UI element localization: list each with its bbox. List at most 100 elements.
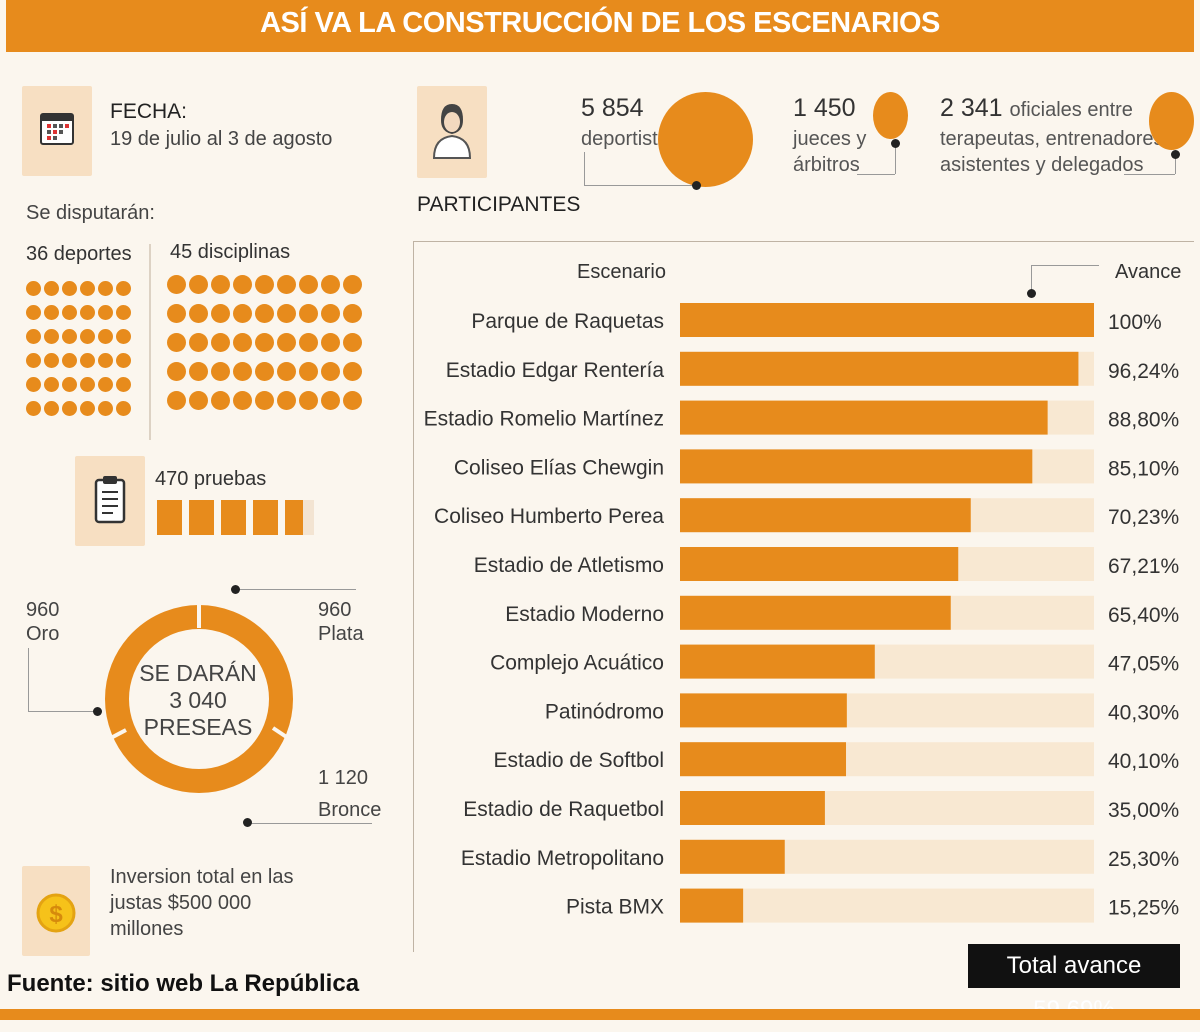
dot: [62, 329, 77, 344]
value-label: 40,10%: [1108, 750, 1179, 773]
dot: [189, 304, 208, 323]
dot: [277, 391, 296, 410]
dot: [44, 401, 59, 416]
bronce-leader: [248, 823, 372, 824]
bar: [680, 449, 1033, 484]
source-note: Fuente: sitio web La República: [7, 970, 360, 997]
dot: [116, 281, 131, 296]
oficiales-dot: [1171, 150, 1180, 159]
main-title: ASÍ VA LA CONSTRUCCIÓN DE LOS ESCENARIOS: [6, 0, 1194, 52]
dot: [321, 391, 340, 410]
dot: [80, 281, 95, 296]
value-label: 67,21%: [1108, 555, 1179, 578]
jueces-leader: [895, 143, 896, 174]
dot: [62, 401, 77, 416]
category-label: Estadio de Raquetbol: [463, 798, 664, 821]
deportistas-dot: [692, 181, 701, 190]
avance-leader: [1031, 265, 1032, 292]
dot: [62, 353, 77, 368]
plata-leader: [236, 589, 356, 590]
bar: [680, 693, 847, 728]
deportistas-circle: [658, 92, 753, 187]
bar: [680, 498, 971, 533]
category-label: Estadio Moderno: [505, 603, 664, 626]
dot: [343, 362, 362, 381]
vertical-divider: [149, 244, 151, 440]
dot: [343, 391, 362, 410]
disciplinas-dots: [167, 275, 363, 411]
bottom-bar: [0, 1009, 1200, 1020]
dot: [116, 377, 131, 392]
plata-name: Plata: [318, 623, 364, 645]
oficiales-text-2: asistentes y delegados: [940, 154, 1144, 176]
oficiales-number-value: 2 341: [940, 94, 1003, 122]
disciplinas-label: 45 disciplinas: [170, 241, 291, 263]
preseas-donut: [105, 605, 293, 793]
dot: [277, 333, 296, 352]
column-header-escenario: Escenario: [577, 261, 666, 283]
dot: [26, 281, 41, 296]
value-label: 25,30%: [1108, 848, 1179, 871]
dollar-icon-box: $: [22, 866, 90, 956]
bar: [680, 400, 1048, 435]
dot: [167, 333, 186, 352]
jueces-text-2: árbitros: [793, 154, 860, 176]
person-icon: [432, 104, 472, 159]
dot: [321, 275, 340, 294]
jueces-circle: [873, 92, 908, 139]
oro-name: Oro: [26, 623, 60, 645]
dot: [62, 305, 77, 320]
avance-leader: [1031, 265, 1099, 266]
dot: [233, 391, 252, 410]
category-label: Estadio Edgar Rentería: [446, 359, 665, 382]
dot: [233, 275, 252, 294]
inversion-text: Inversion total en las justas $500 000 m…: [110, 864, 293, 942]
dot: [26, 329, 41, 344]
deportistas-leader: [584, 185, 696, 186]
dot: [343, 275, 362, 294]
bar: [680, 888, 744, 923]
category-label: Complejo Acuático: [490, 652, 664, 675]
category-label: Patinódromo: [545, 700, 664, 723]
dot: [167, 304, 186, 323]
bar: [680, 547, 959, 581]
inversion-line-1: Inversion total en las: [110, 866, 294, 888]
donut-gap: [106, 728, 127, 742]
preseas-line-1: SE DARÁN: [139, 660, 257, 686]
dot: [211, 391, 230, 410]
dot: [98, 305, 113, 320]
category-label: Parque de Raquetas: [471, 310, 664, 333]
jueces-leader: [857, 174, 895, 175]
dot: [80, 401, 95, 416]
calendar-icon-box: [22, 86, 92, 176]
jueces-dot: [891, 139, 900, 148]
pruebas-remainder: [303, 500, 314, 535]
dot: [44, 329, 59, 344]
oro-dot: [93, 707, 102, 716]
oro-leader: [28, 648, 29, 711]
dot: [299, 275, 318, 294]
dot: [277, 304, 296, 323]
participantes-label: PARTICIPANTES: [417, 193, 581, 216]
dot: [255, 275, 274, 294]
column-header-avance: Avance: [1115, 261, 1182, 283]
oro-label: 960 Oro: [26, 598, 59, 646]
dot: [189, 275, 208, 294]
dot: [299, 391, 318, 410]
prueba-block: [221, 500, 246, 535]
dot: [62, 281, 77, 296]
value-label: 35,00%: [1108, 799, 1179, 822]
oro-leader: [28, 711, 98, 712]
dot: [255, 304, 274, 323]
dot: [255, 391, 274, 410]
bar: [680, 595, 951, 630]
bar: [680, 644, 875, 679]
dot: [255, 333, 274, 352]
bronce-value: 1 120: [318, 767, 369, 789]
preseas-line-3: PRESEAS: [143, 714, 253, 740]
value-label: 85,10%: [1108, 457, 1179, 480]
dot: [44, 353, 59, 368]
deportes-dots: [26, 281, 132, 417]
oficiales-number: 2 341 oficiales entre: [940, 94, 1133, 123]
